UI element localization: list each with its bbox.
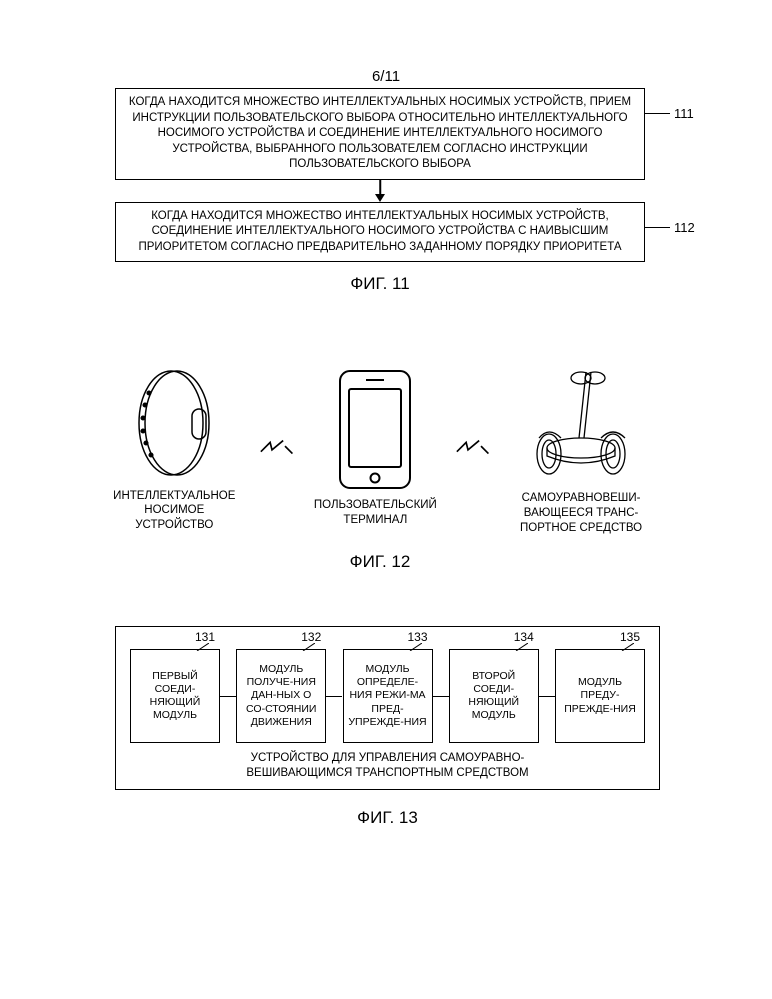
module-connector: [433, 696, 449, 697]
callout-line: [644, 113, 670, 114]
module-135: МОДУЛЬ ПРЕДУ-ПРЕЖДЕ-НИЯ 135: [555, 649, 645, 743]
container-caption: УСТРОЙСТВО ДЛЯ УПРАВЛЕНИЯ САМОУРАВНО- ВЕ…: [130, 751, 645, 781]
module-131: ПЕРВЫЙ СОЕДИ-НЯЮЩИЙ МОДУЛЬ 131: [130, 649, 220, 743]
callout-leader: [301, 643, 315, 651]
wearable-band-icon: [129, 363, 219, 483]
label-line: ВАЮЩЕЕСЯ ТРАНС-: [524, 507, 639, 519]
figure-12-caption: ФИГ. 12: [100, 552, 660, 572]
label-line: ПОЛЬЗОВАТЕЛЬСКИЙ: [314, 499, 437, 511]
caption-line: ВЕШИВАЮЩИМСЯ ТРАНСПОРТНЫМ СРЕДСТВОМ: [246, 767, 528, 779]
flow-step-112-text: КОГДА НАХОДИТСЯ МНОЖЕСТВО ИНТЕЛЛЕКТУАЛЬН…: [138, 210, 621, 253]
label-line: НОСИМОЕ: [144, 504, 204, 516]
module-131-text: ПЕРВЫЙ СОЕДИ-НЯЮЩИЙ МОДУЛЬ: [135, 670, 215, 723]
module-132: МОДУЛЬ ПОЛУЧЕ-НИЯ ДАН-НЫХ О СО-СТОЯНИИ Д…: [236, 649, 326, 743]
module-133-text: МОДУЛЬ ОПРЕДЕЛЕ-НИЯ РЕЖИ-МА ПРЕД-УПРЕЖДЕ…: [348, 663, 428, 729]
module-135-text: МОДУЛЬ ПРЕДУ-ПРЕЖДЕ-НИЯ: [560, 676, 640, 715]
vehicle-label: САМОУРАВНОВЕШИ- ВАЮЩЕЕСЯ ТРАНС- ПОРТНОЕ …: [502, 491, 660, 536]
smartphone-icon: [336, 367, 414, 492]
module-connector: [220, 696, 236, 697]
flow-step-111: КОГДА НАХОДИТСЯ МНОЖЕСТВО ИНТЕЛЛЕКТУАЛЬН…: [115, 88, 645, 180]
module-134-text: ВТОРОЙ СОЕДИ-НЯЮЩИЙ МОДУЛЬ: [454, 670, 534, 723]
caption-line: УСТРОЙСТВО ДЛЯ УПРАВЛЕНИЯ САМОУРАВНО-: [251, 752, 525, 764]
figure-11-caption: ФИГ. 11: [115, 274, 645, 294]
modules-row: ПЕРВЫЙ СОЕДИ-НЯЮЩИЙ МОДУЛЬ 131 МОДУЛЬ ПО…: [130, 649, 645, 743]
phone-device-col: ПОЛЬЗОВАТЕЛЬСКИЙ ТЕРМИНАЛ: [306, 367, 445, 528]
wireless-link-icon: [455, 438, 492, 458]
figure-11: КОГДА НАХОДИТСЯ МНОЖЕСТВО ИНТЕЛЛЕКТУАЛЬН…: [115, 88, 645, 294]
callout-ref-112: 112: [674, 219, 695, 237]
label-line: ПОРТНОЕ СРЕДСТВО: [520, 522, 642, 534]
page-number: 6/11: [372, 68, 400, 85]
device-container-box: ПЕРВЫЙ СОЕДИ-НЯЮЩИЙ МОДУЛЬ 131 МОДУЛЬ ПО…: [115, 626, 660, 790]
figure-13: ПЕРВЫЙ СОЕДИ-НЯЮЩИЙ МОДУЛЬ 131 МОДУЛЬ ПО…: [115, 626, 660, 828]
label-line: ИНТЕЛЛЕКТУАЛЬНОЕ: [113, 490, 235, 502]
vehicle-device-col: САМОУРАВНОВЕШИ- ВАЮЩЕЕСЯ ТРАНС- ПОРТНОЕ …: [502, 360, 660, 536]
module-133: МОДУЛЬ ОПРЕДЕЛЕ-НИЯ РЕЖИ-МА ПРЕД-УПРЕЖДЕ…: [343, 649, 433, 743]
self-balancing-vehicle-icon: [521, 360, 641, 485]
module-134: ВТОРОЙ СОЕДИ-НЯЮЩИЙ МОДУЛЬ 134: [449, 649, 539, 743]
callout-leader: [408, 643, 422, 651]
label-line: УСТРОЙСТВО: [135, 519, 213, 531]
callout-leader: [514, 643, 528, 651]
callout-ref-111: 111: [674, 105, 694, 123]
module-132-text: МОДУЛЬ ПОЛУЧЕ-НИЯ ДАН-НЫХ О СО-СТОЯНИИ Д…: [241, 663, 321, 729]
figure-12: ИНТЕЛЛЕКТУАЛЬНОЕ НОСИМОЕ УСТРОЙСТВО ПОЛЬ…: [100, 360, 660, 572]
wearable-device-col: ИНТЕЛЛЕКТУАЛЬНОЕ НОСИМОЕ УСТРОЙСТВО: [100, 363, 249, 534]
label-line: ТЕРМИНАЛ: [343, 514, 407, 526]
wearable-label: ИНТЕЛЛЕКТУАЛЬНОЕ НОСИМОЕ УСТРОЙСТВО: [100, 489, 249, 534]
figure-13-caption: ФИГ. 13: [115, 808, 660, 828]
flow-step-112: КОГДА НАХОДИТСЯ МНОЖЕСТВО ИНТЕЛЛЕКТУАЛЬН…: [115, 202, 645, 263]
label-line: САМОУРАВНОВЕШИ-: [522, 492, 641, 504]
flow-step-111-text: КОГДА НАХОДИТСЯ МНОЖЕСТВО ИНТЕЛЛЕКТУАЛЬН…: [129, 96, 631, 170]
wireless-link-icon: [259, 438, 296, 458]
phone-label: ПОЛЬЗОВАТЕЛЬСКИЙ ТЕРМИНАЛ: [306, 498, 445, 528]
callout-leader: [620, 643, 634, 651]
module-connector: [539, 696, 555, 697]
figure-12-row: ИНТЕЛЛЕКТУАЛЬНОЕ НОСИМОЕ УСТРОЙСТВО ПОЛЬ…: [100, 360, 660, 536]
module-connector: [326, 696, 342, 697]
callout-line: [644, 227, 670, 228]
callout-leader: [195, 643, 209, 651]
